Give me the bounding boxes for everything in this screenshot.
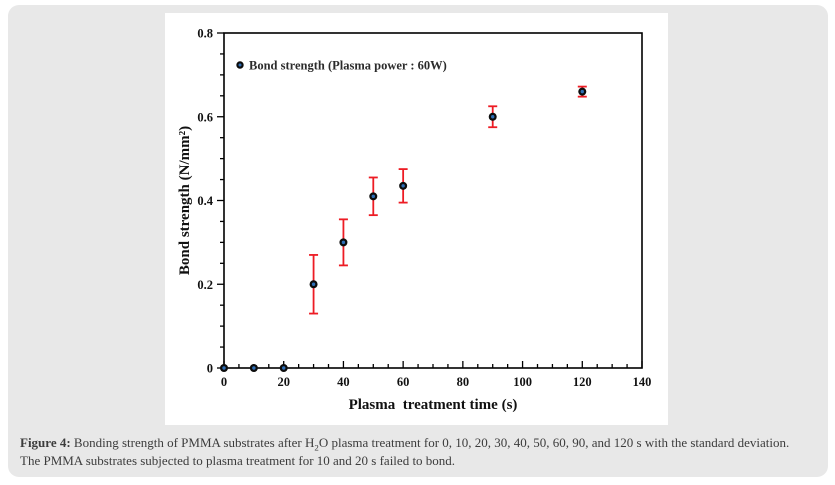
x-tick-label: 80 xyxy=(457,375,470,389)
chart-svg: 0 20 40 60 80 100 120 140 0 0.2 0.4 0.6 0.8 Plasma tr… xyxy=(177,27,652,414)
x-tick-label: 100 xyxy=(513,375,532,389)
caption-figure-label: Figure 4: xyxy=(20,435,71,450)
x-tick-label: 60 xyxy=(397,375,410,389)
x-tick-label: 0 xyxy=(221,375,227,389)
caption-subscript: 2 xyxy=(314,442,319,453)
y-tick-label: 0.8 xyxy=(197,27,213,41)
y-tick-label: 0.4 xyxy=(197,194,213,208)
chart-area: 0 20 40 60 80 100 120 140 0 0.2 0.4 0.6 0.8 Plasma tr… xyxy=(165,13,668,425)
caption-text-1: Bonding strength of PMMA substrates afte… xyxy=(70,435,315,450)
x-axis-title: Plasma treatment time (s) xyxy=(349,397,518,413)
x-tick-label: 40 xyxy=(337,375,350,389)
y-axis-title: Bond strength (N/mm²) xyxy=(177,126,193,275)
y-tick-label: 0.6 xyxy=(197,110,213,124)
y-tick-label: 0 xyxy=(207,362,213,376)
x-tick-label: 140 xyxy=(633,375,652,389)
legend-label: Bond strength (Plasma power : 60W) xyxy=(249,59,447,73)
caption-text-2: O plasma treatment for 0, 10, 20, 30, 40… xyxy=(318,435,790,450)
x-tick-label: 120 xyxy=(573,375,592,389)
caption-text-line2: The PMMA substrates subjected to plasma … xyxy=(20,453,456,469)
y-tick-label: 0.2 xyxy=(197,278,213,292)
plot-frame xyxy=(223,32,643,369)
figure-caption: Figure 4: Bonding strength of PMMA subst… xyxy=(20,434,826,471)
x-tick-label: 20 xyxy=(277,375,290,389)
